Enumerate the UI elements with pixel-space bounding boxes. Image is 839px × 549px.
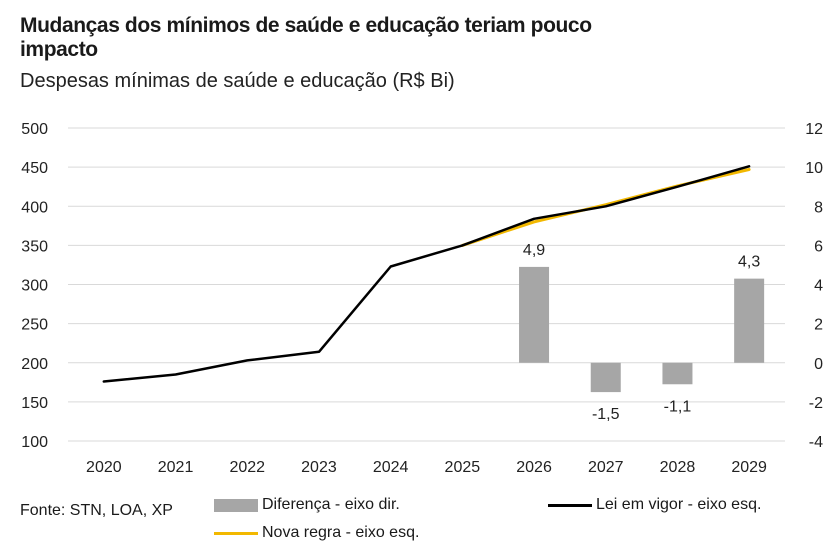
chart-title: Mudanças dos mínimos de saúde e educação… bbox=[20, 14, 592, 61]
x-axis-tick-label: 2020 bbox=[86, 459, 122, 476]
bar-diferenca-2026 bbox=[519, 266, 550, 363]
chart-subtitle: Despesas mínimas de saúde e educação (R$… bbox=[20, 70, 455, 92]
left-axis-tick-label: 350 bbox=[21, 238, 48, 255]
left-axis-tick-label: 250 bbox=[21, 317, 48, 334]
right-axis-tick-label: 10 bbox=[805, 160, 823, 177]
left-axis-tick-label: 200 bbox=[21, 356, 48, 373]
right-axis-tick-label: 2 bbox=[814, 317, 823, 334]
x-axis-tick-label: 2029 bbox=[731, 459, 767, 476]
left-axis-tick-label: 100 bbox=[21, 434, 48, 451]
legend-label-nova: Nova regra - eixo esq. bbox=[262, 524, 420, 541]
x-axis-tick-label: 2024 bbox=[373, 459, 409, 476]
right-axis-tick-label: 0 bbox=[814, 356, 823, 373]
legend-swatch-lei bbox=[548, 503, 592, 507]
source-note: Fonte: STN, LOA, XP bbox=[20, 502, 173, 519]
right-axis-tick-label: 8 bbox=[814, 199, 823, 216]
bar-data-label: 4,9 bbox=[523, 242, 545, 259]
legend-swatch-bar bbox=[214, 498, 258, 512]
bar-data-label: -1,5 bbox=[592, 406, 620, 423]
x-axis-tick-label: 2021 bbox=[158, 459, 194, 476]
bar-diferenca-2029 bbox=[734, 278, 765, 363]
line-lei-em-vigor bbox=[102, 165, 751, 383]
legend-item-diferenca: Diferença - eixo dir. bbox=[214, 496, 400, 514]
left-axis-tick-label: 150 bbox=[21, 395, 48, 412]
x-axis-tick-label: 2023 bbox=[301, 459, 337, 476]
bar-diferenca-2027 bbox=[590, 362, 621, 393]
right-axis-tick-label: 4 bbox=[814, 278, 823, 295]
legend-item-lei: Lei em vigor - eixo esq. bbox=[548, 496, 761, 514]
right-axis-tick-label: -4 bbox=[809, 434, 823, 451]
bar-data-label: -1,1 bbox=[664, 398, 692, 415]
bar-data-label: 4,3 bbox=[738, 254, 760, 271]
left-axis-tick-label: 300 bbox=[21, 278, 48, 295]
bar-diferenca-2028 bbox=[662, 362, 693, 385]
right-axis-tick-label: -2 bbox=[809, 395, 823, 412]
right-axis-tick-label: 6 bbox=[814, 238, 823, 255]
legend-label-lei: Lei em vigor - eixo esq. bbox=[596, 496, 762, 513]
legend-item-nova: Nova regra - eixo esq. bbox=[214, 524, 419, 542]
legend-swatch-nova bbox=[214, 531, 258, 535]
left-axis-tick-label: 500 bbox=[21, 121, 48, 138]
left-axis-tick-label: 400 bbox=[21, 199, 48, 216]
right-axis-tick-label: 12 bbox=[805, 121, 823, 138]
x-axis-tick-label: 2025 bbox=[445, 459, 481, 476]
x-axis-tick-label: 2026 bbox=[516, 459, 552, 476]
legend-label-diferenca: Diferença - eixo dir. bbox=[262, 496, 400, 513]
x-axis-tick-label: 2028 bbox=[660, 459, 696, 476]
left-axis-tick-label: 450 bbox=[21, 160, 48, 177]
x-axis-tick-label: 2027 bbox=[588, 459, 624, 476]
x-axis-tick-label: 2022 bbox=[229, 459, 265, 476]
